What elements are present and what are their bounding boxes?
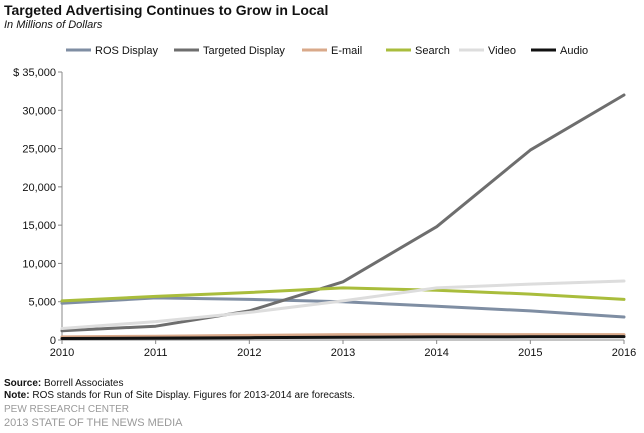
y-tick-label: 25,000 <box>22 144 56 156</box>
legend: ROS Display Targeted Display E-mail Search V… <box>66 45 588 57</box>
x-tick-label: 2015 <box>518 347 542 359</box>
x-tick-label: 2014 <box>424 347 448 359</box>
series-line <box>60 333 626 339</box>
series-line <box>60 93 626 333</box>
axes: 0 5,000 10,000 15,000 20,000 25,000 30,000 $ 35… <box>13 67 636 359</box>
chart-title: Targeted Advertising Continues to Grow i… <box>4 2 329 18</box>
legend-label: Video <box>488 45 516 57</box>
source-note: Source: Borrell Associates <box>4 378 124 389</box>
series-line <box>60 286 626 303</box>
legend-label: E-mail <box>331 45 362 57</box>
x-tick-label: 2016 <box>612 347 636 359</box>
legend-label: Audio <box>560 45 588 57</box>
y-tick-label: 30,000 <box>22 105 56 117</box>
source-label: Source: <box>4 378 42 389</box>
y-tick-label: 5,000 <box>28 297 56 309</box>
series-line <box>60 279 626 330</box>
note-text: ROS stands for Run of Site Display. Figu… <box>29 390 356 401</box>
y-tick-label: 20,000 <box>22 182 56 194</box>
org-credit: PEW RESEARCH CENTER <box>4 404 130 415</box>
report-credit: 2013 STATE OF THE NEWS MEDIA <box>4 417 183 429</box>
y-tick-label: 15,000 <box>22 220 56 232</box>
series-lines <box>60 93 626 340</box>
note-label: Note: <box>4 390 30 401</box>
y-tick-label: 0 <box>50 335 56 347</box>
legend-label: Search <box>415 45 450 57</box>
x-tick-label: 2012 <box>237 347 261 359</box>
series-line <box>60 335 626 340</box>
note: Note: ROS stands for Run of Site Display… <box>4 390 355 401</box>
x-tick-label: 2011 <box>144 347 168 359</box>
legend-label: ROS Display <box>95 45 158 57</box>
source-text: Borrell Associates <box>41 378 124 389</box>
legend-label: Targeted Display <box>203 45 285 57</box>
y-tick-label: $ 35,000 <box>13 67 56 79</box>
chart-subtitle: In Millions of Dollars <box>4 19 103 31</box>
x-tick-label: 2010 <box>50 347 74 359</box>
x-tick-label: 2013 <box>331 347 355 359</box>
y-tick-label: 10,000 <box>22 258 56 270</box>
